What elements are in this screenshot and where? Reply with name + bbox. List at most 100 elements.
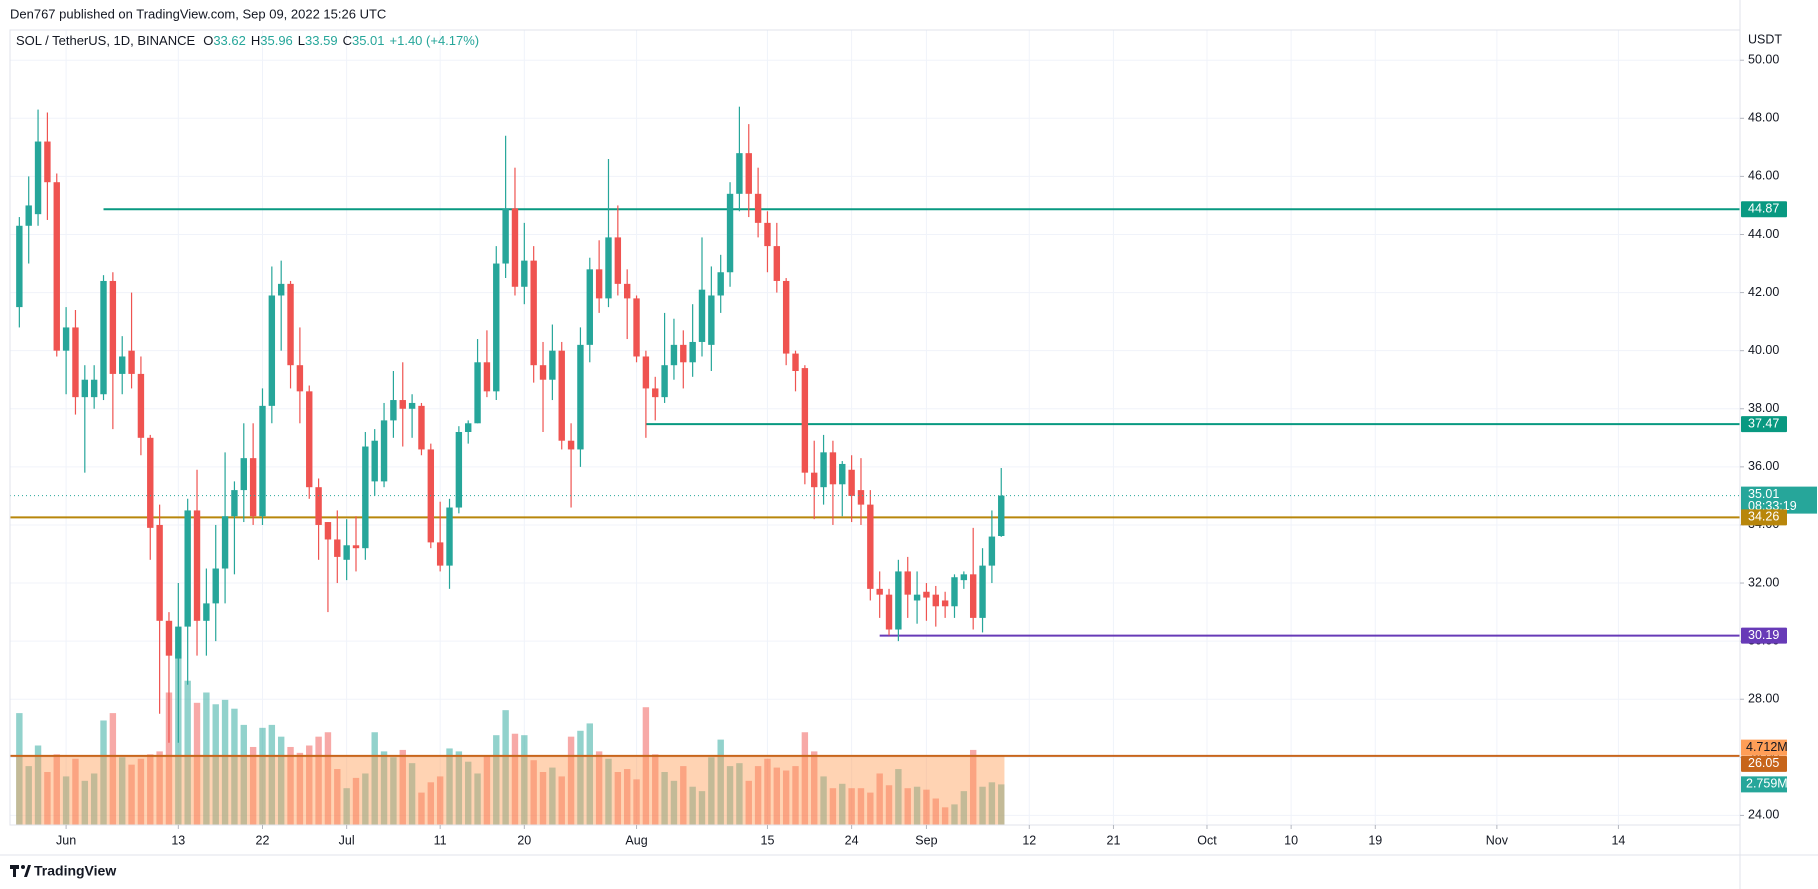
volume-bar [72, 758, 79, 825]
candle-body [53, 182, 60, 351]
candle-body [240, 458, 247, 491]
volume-bar [792, 766, 799, 825]
candle-body [100, 280, 107, 395]
candle-body [549, 350, 556, 380]
volume-bar [885, 785, 893, 825]
candle-body [717, 272, 724, 296]
candle-body [455, 432, 463, 508]
volume-bar [913, 786, 921, 825]
volume-ma-label: 4.712M [1746, 740, 1788, 754]
candle-body [848, 469, 855, 496]
volume-bar [408, 763, 416, 825]
y-tick-label: 36.00 [1748, 459, 1779, 473]
volume-bar [511, 733, 519, 825]
candle-body [474, 362, 481, 424]
candle-body [231, 490, 238, 517]
candle-body [661, 365, 668, 398]
last-price-tag [1741, 486, 1817, 514]
volume-bar [717, 739, 724, 825]
candle-body [885, 594, 893, 630]
volume-bar [558, 776, 565, 825]
volume-bar [455, 751, 463, 825]
candle-body [811, 472, 818, 488]
candle-body [362, 446, 369, 549]
candle-body [119, 356, 126, 374]
x-tick-label: 21 [1107, 833, 1121, 847]
x-tick-label: 11 [434, 833, 447, 847]
volume-bar [137, 758, 145, 825]
volume-bar [231, 708, 238, 825]
volume-bar [399, 749, 406, 825]
volume-bar [839, 783, 846, 825]
candle-body [642, 356, 650, 389]
candle-body [726, 193, 734, 273]
volume-bar [156, 751, 163, 825]
volume-bar [726, 766, 734, 825]
y-tick-label: 50.00 [1748, 53, 1779, 67]
candle-body [502, 208, 509, 264]
candle-body [857, 490, 865, 505]
volume-bar [34, 745, 42, 825]
volume-bar [483, 755, 491, 825]
candle-body [334, 539, 341, 557]
legend-value: 33.62 [213, 33, 246, 48]
volume-bar [941, 807, 949, 825]
volume-bar [895, 769, 902, 825]
candle-body [969, 574, 977, 618]
candle-body [221, 516, 229, 569]
candle-body [988, 536, 996, 566]
candle-body [81, 379, 89, 398]
x-tick-label: 10 [1284, 833, 1298, 847]
x-tick-label: 14 [1611, 833, 1625, 847]
volume-bar [754, 766, 762, 825]
y-tick-label: 46.00 [1748, 169, 1779, 183]
volume-bar [680, 766, 687, 825]
volume-bar [829, 788, 837, 825]
candle-body [577, 344, 584, 450]
candle-body [652, 388, 659, 398]
candle-body [876, 588, 883, 595]
volume-bar [857, 788, 865, 825]
volume-bar [249, 746, 257, 825]
candle-body [820, 452, 827, 488]
candle-body [16, 225, 23, 308]
volume-bar [277, 736, 285, 825]
volume-bar [100, 720, 107, 825]
volume-bar [988, 782, 996, 825]
volume-bar [147, 754, 154, 825]
x-tick-label: 13 [171, 833, 185, 847]
candle-body [128, 350, 135, 374]
candle-body [493, 263, 500, 392]
level-label: 34.26 [1748, 510, 1779, 524]
volume-bar [427, 782, 435, 825]
candle-body [829, 452, 837, 485]
volume-bar [436, 776, 444, 825]
candle-body [193, 510, 201, 621]
volume-bar [848, 788, 855, 825]
candle-body [614, 237, 622, 284]
candle-body [287, 283, 294, 366]
volume-bar [577, 730, 584, 825]
volume-bar [352, 777, 360, 825]
y-tick-label: 42.00 [1748, 285, 1779, 299]
level-label: 30.19 [1748, 628, 1779, 642]
volume-bar [623, 769, 631, 825]
candle-body [109, 280, 117, 374]
volume-bar [16, 713, 23, 825]
volume-bar [203, 692, 210, 825]
candle-body [90, 379, 98, 398]
candle-body [399, 400, 406, 409]
x-tick-label: Nov [1486, 833, 1509, 847]
candle-body [465, 423, 472, 433]
volume-bar [371, 732, 378, 825]
volume-bar [446, 748, 453, 825]
y-tick-label: 24.00 [1748, 808, 1779, 822]
brand: TradingView [34, 863, 116, 879]
candle-body [147, 437, 154, 528]
candle-body [212, 568, 219, 604]
volume-bar [343, 788, 350, 825]
volume-bar [614, 772, 622, 825]
candle-body [904, 571, 911, 595]
